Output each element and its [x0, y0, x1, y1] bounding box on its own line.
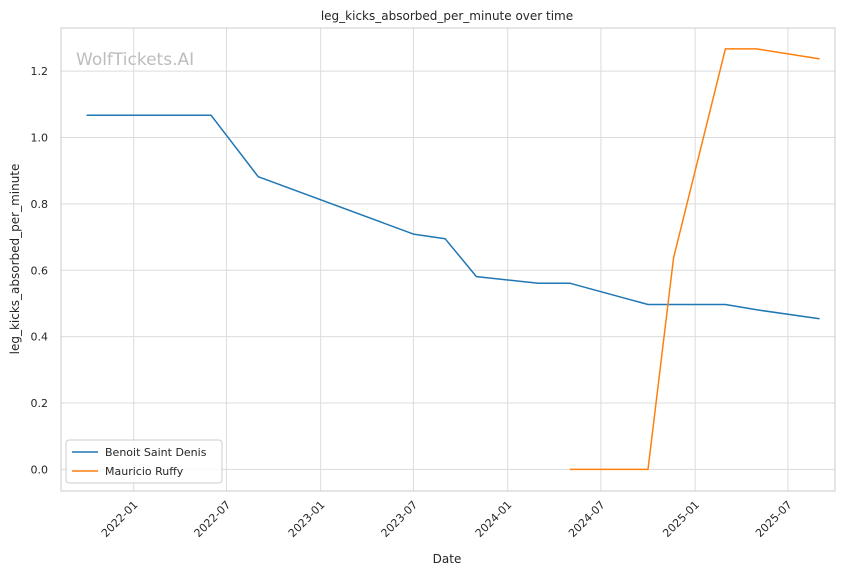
- x-axis-label: Date: [433, 552, 462, 566]
- x-tick-label: 2023-07: [379, 498, 421, 540]
- legend-label-mauricio-ruffy: Mauricio Ruffy: [105, 465, 184, 478]
- x-tick-label: 2024-07: [566, 498, 608, 540]
- plot-background: [61, 28, 835, 491]
- chart-title: leg_kicks_absorbed_per_minute over time: [321, 9, 573, 23]
- x-tick-label: 2025-07: [753, 498, 795, 540]
- y-tick-label: 0.8: [31, 198, 49, 211]
- x-tick-label: 2023-01: [286, 498, 328, 540]
- legend-label-benoit-saint-denis: Benoit Saint Denis: [105, 446, 207, 459]
- y-tick-label: 0.4: [31, 331, 49, 344]
- x-tick-labels: 2022-01 2022-07 2023-01 2023-07 2024-01 2024-…: [99, 498, 795, 540]
- x-tick-label: 2024-01: [473, 498, 515, 540]
- series-line-mauricio-ruffy: [569, 48, 820, 471]
- x-tick-label: 2022-07: [192, 498, 234, 540]
- y-tick-label: 1.2: [31, 65, 49, 78]
- y-tick-label: 0.6: [31, 264, 49, 277]
- y-tick-label: 0.2: [31, 397, 49, 410]
- watermark: WolfTickets.AI: [76, 50, 194, 70]
- y-tick-label: 0.0: [31, 463, 49, 476]
- y-tick-labels: 0.0 0.2 0.4 0.6 0.8 1.0 1.2: [31, 65, 49, 476]
- grid: [61, 28, 835, 491]
- legend: Benoit Saint Denis Mauricio Ruffy: [65, 439, 223, 484]
- y-tick-label: 1.0: [31, 132, 49, 145]
- plot-frame: [60, 27, 836, 492]
- series-lines: [86, 48, 820, 471]
- y-axis-label: leg_kicks_absorbed_per_minute: [8, 164, 22, 355]
- x-tick-label: 2022-01: [99, 498, 141, 540]
- series-line-benoit-saint-denis: [86, 114, 820, 320]
- legend-frame: [65, 439, 223, 484]
- x-tick-label: 2025-01: [660, 498, 702, 540]
